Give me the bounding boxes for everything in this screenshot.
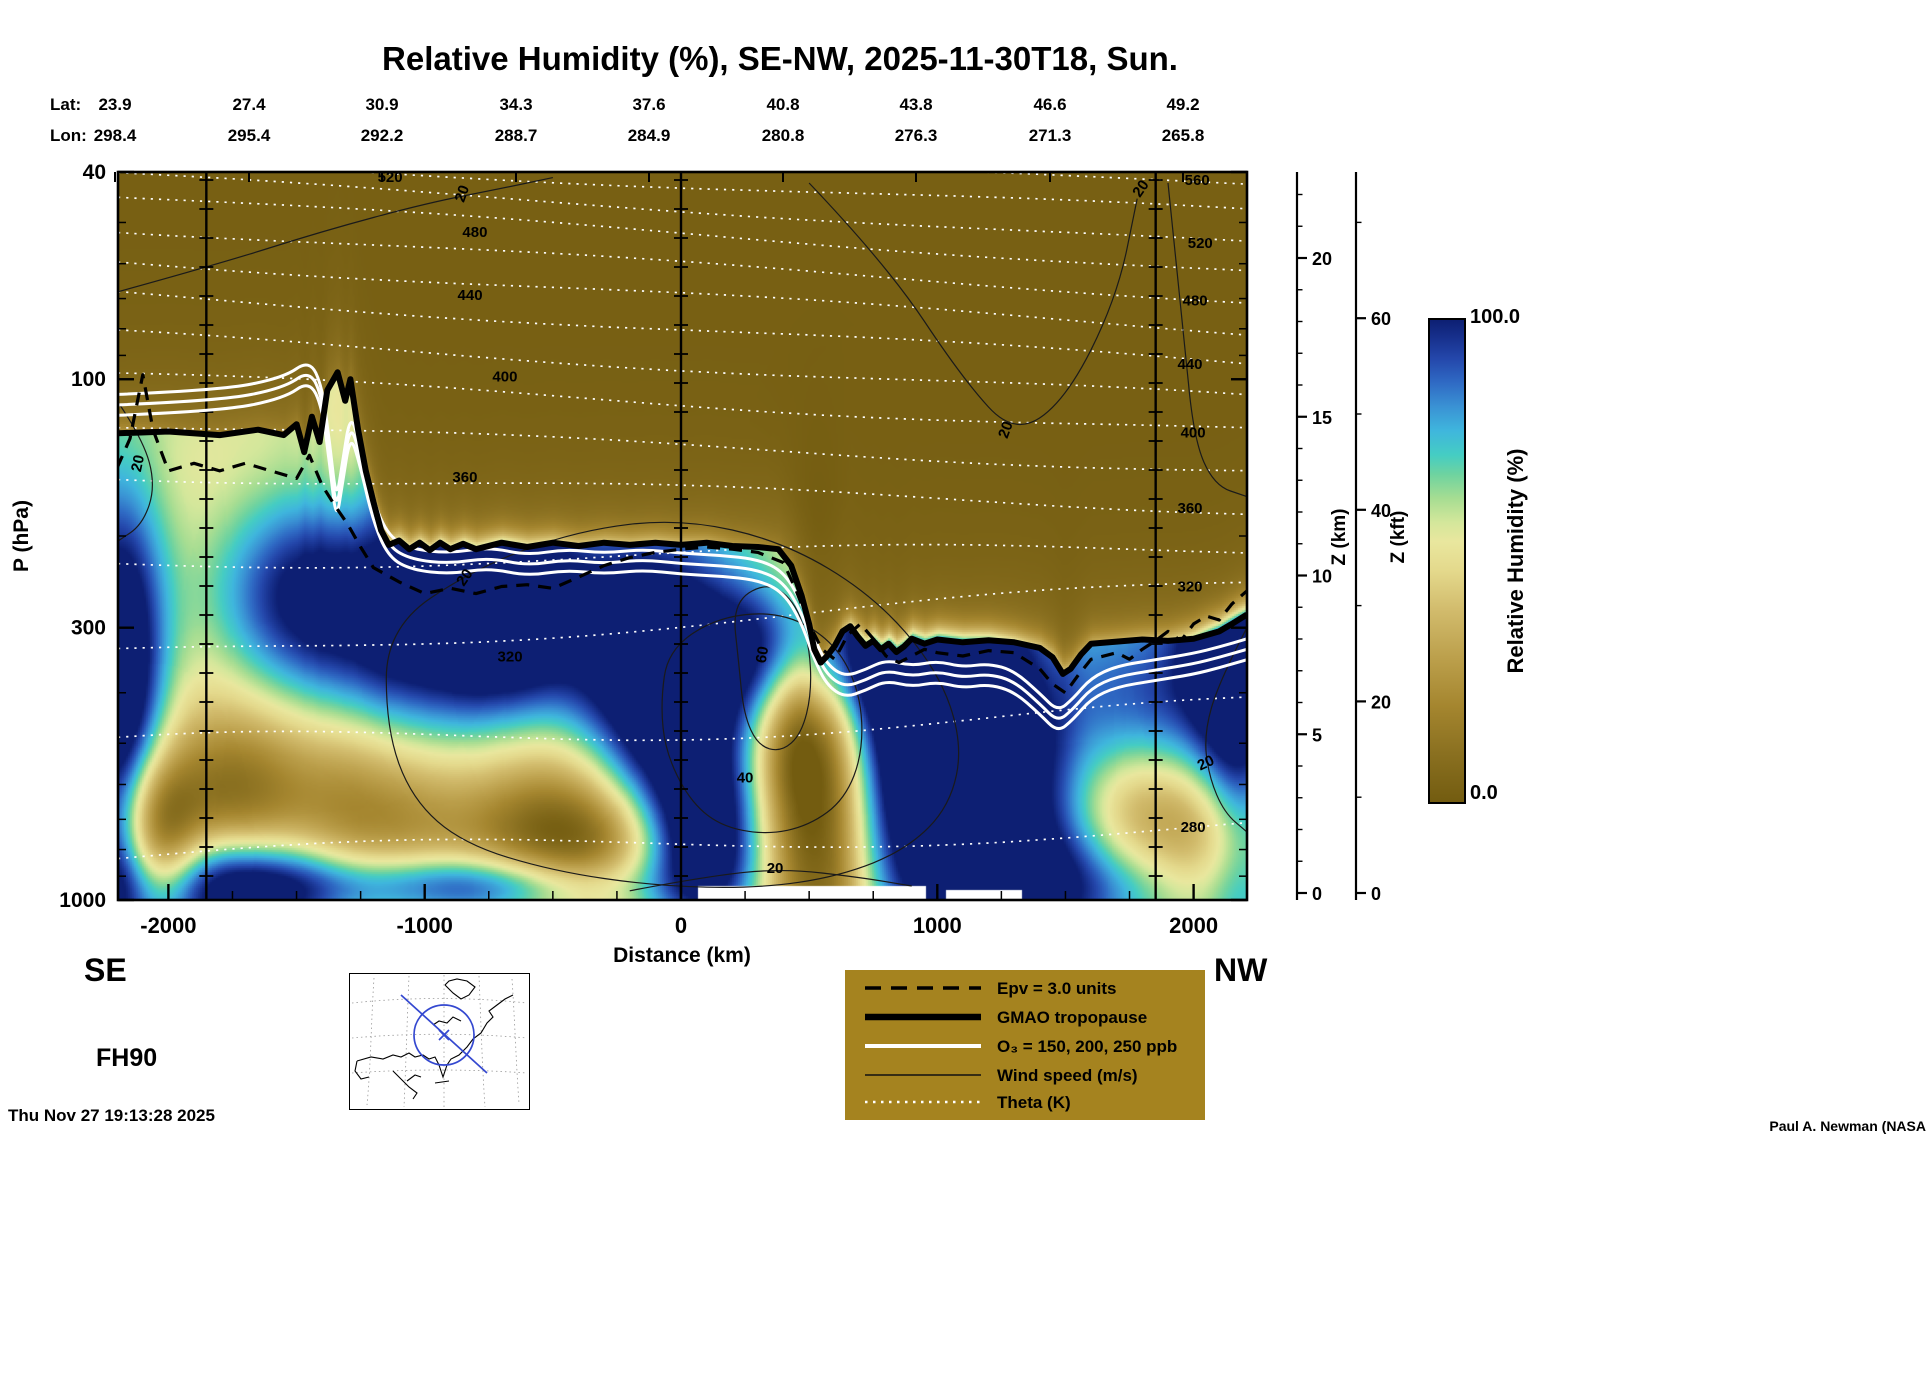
legend-label: Wind speed (m/s) (997, 1066, 1138, 1085)
wind-line-sample (865, 1074, 981, 1076)
z-kft-tick-label: 20 (1371, 692, 1391, 712)
legend-label: Theta (K) (997, 1093, 1071, 1112)
lat-value: 40.8 (766, 95, 800, 114)
z-kft-axis-label: Z (kft) (1388, 510, 1409, 564)
x-tick-label: 2000 (1169, 913, 1218, 938)
x-tick-label: 1000 (913, 913, 962, 938)
legend: Epv = 3.0 units GMAO tropopause O₃ = 150… (845, 970, 1205, 1120)
pressure-axis-label: P (hPa) (10, 500, 33, 572)
p-tick-label: 100 (71, 368, 106, 391)
z-km-tick-label: 20 (1312, 249, 1332, 269)
lon-value: 280.8 (761, 126, 805, 145)
colorbar-max-label: 100.0 (1470, 306, 1521, 328)
corner-label-se: SE (84, 952, 127, 988)
lon-value: 295.4 (227, 126, 271, 145)
z-km-tick-label: 15 (1312, 408, 1332, 428)
inset-map-border (349, 973, 530, 1110)
inset-cross-section-line (400, 994, 488, 1074)
legend-item-epv: Epv = 3.0 units (845, 978, 1205, 1000)
p-tick-label: 300 (71, 617, 106, 640)
x-tick-label: -1000 (397, 913, 453, 938)
z-km-axis-label: Z (km) (1329, 508, 1350, 566)
inset-coastline (354, 978, 514, 1100)
legend-label: GMAO tropopause (997, 1008, 1148, 1027)
legend-item-wind: Wind speed (m/s) (845, 1065, 1205, 1087)
distance-axis-label: Distance (km) (613, 944, 751, 967)
z-km-tick-label: 0 (1312, 884, 1322, 904)
timestamp: Thu Nov 27 19:13:28 2025 (8, 1106, 215, 1125)
lat-value: 37.6 (632, 95, 666, 114)
lon-value: 265.8 (1161, 126, 1205, 145)
x-tick-label: 0 (675, 913, 687, 938)
forecast-hour-label: FH90 (96, 1044, 158, 1072)
ozone-line-sample (865, 1044, 981, 1048)
rh-field-canvas (118, 172, 1247, 900)
lon-value: 292.2 (360, 126, 404, 145)
lat-value: 34.3 (499, 95, 533, 114)
tropopause-line-sample (865, 1013, 981, 1021)
legend-item-theta: Theta (K) (845, 1092, 1205, 1114)
lon-axis-prefix: Lon: (50, 126, 87, 145)
lon-value: 284.9 (627, 126, 671, 145)
lat-value: 23.9 (98, 95, 132, 114)
lat-value: 30.9 (365, 95, 399, 114)
lon-value: 271.3 (1028, 126, 1072, 145)
p-tick-label: 1000 (59, 889, 106, 912)
inset-graticule (351, 975, 528, 1108)
epv-line-sample (865, 986, 981, 990)
z-km-tick-label: 5 (1312, 725, 1322, 745)
lat-value: 46.6 (1033, 95, 1067, 114)
legend-item-tropopause: GMAO tropopause (845, 1007, 1205, 1029)
legend-item-ozone: O₃ = 150, 200, 250 ppb (845, 1036, 1205, 1058)
theta-line-sample (865, 1100, 981, 1104)
colorbar-title: Relative Humidity (%) (1503, 448, 1528, 674)
lon-axis-row: Lon: 298.4 295.4 292.2 288.7 284.9 280.8 276.3… (0, 126, 1560, 148)
z-kft-tick-label: 0 (1371, 884, 1381, 904)
lat-axis-row: Lat: 23.9 27.4 30.9 34.3 37.6 40.8 43.8 46.6 49.… (0, 95, 1560, 117)
lat-axis-prefix: Lat: (50, 95, 82, 114)
legend-label: Epv = 3.0 units (997, 979, 1117, 998)
credit: Paul A. Newman (NASA (1769, 1118, 1926, 1134)
lat-value: 43.8 (899, 95, 933, 114)
page-title: Relative Humidity (%), SE-NW, 2025-11-30… (382, 40, 1178, 77)
p-tick-label: 40 (83, 161, 106, 184)
lat-value: 27.4 (232, 95, 266, 114)
lon-value: 298.4 (93, 126, 137, 145)
lon-value: 276.3 (894, 126, 938, 145)
inset-map (349, 973, 530, 1110)
legend-label: O₃ = 150, 200, 250 ppb (997, 1037, 1178, 1056)
lon-value: 288.7 (494, 126, 538, 145)
colorbar-min-label: 0.0 (1470, 782, 1498, 804)
x-tick-label: -2000 (140, 913, 196, 938)
z-kft-tick-label: 60 (1371, 309, 1391, 329)
colorbar (1428, 318, 1466, 804)
lat-value: 49.2 (1166, 95, 1200, 114)
corner-label-nw: NW (1214, 952, 1268, 988)
